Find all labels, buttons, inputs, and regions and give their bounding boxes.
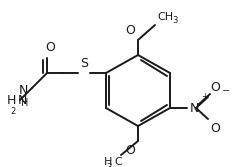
Text: H: H bbox=[104, 157, 112, 167]
Text: −: − bbox=[222, 86, 230, 96]
Text: N: N bbox=[189, 102, 199, 115]
Text: CH: CH bbox=[157, 12, 173, 22]
Text: H: H bbox=[7, 94, 16, 107]
Text: O: O bbox=[125, 24, 135, 37]
Text: 3: 3 bbox=[172, 16, 177, 25]
Text: 3: 3 bbox=[107, 163, 112, 167]
Text: O: O bbox=[45, 41, 55, 54]
Text: O: O bbox=[210, 122, 220, 135]
Text: S: S bbox=[80, 57, 88, 70]
Text: O: O bbox=[210, 81, 220, 94]
Text: +: + bbox=[201, 92, 208, 101]
Text: 2: 2 bbox=[11, 107, 16, 116]
Text: O: O bbox=[125, 144, 135, 157]
Text: N: N bbox=[18, 94, 27, 107]
Text: C: C bbox=[114, 157, 122, 167]
Text: N: N bbox=[19, 84, 28, 97]
Text: H: H bbox=[21, 98, 28, 108]
